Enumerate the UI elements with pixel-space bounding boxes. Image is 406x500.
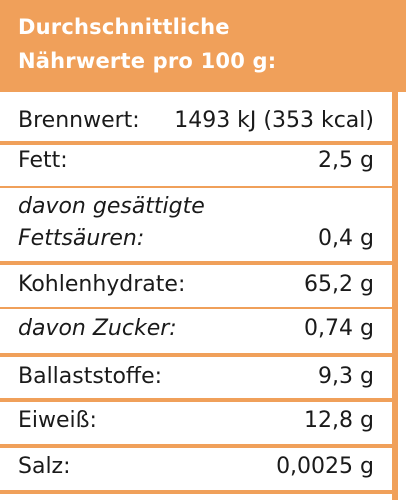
table-row-fettsaeuren: Fettsäuren: 0,4 g: [0, 226, 392, 258]
row-label: Kohlenhydrate:: [18, 272, 186, 297]
divider: [0, 261, 392, 265]
row-value: 1493 kJ (353 kcal): [174, 108, 374, 133]
row-value: 9,3 g: [318, 364, 374, 389]
divider: [0, 186, 392, 188]
divider: [0, 444, 392, 448]
table-row-salz: Salz: 0,0025 g: [0, 454, 392, 486]
divider: [0, 353, 392, 357]
row-value: 65,2 g: [304, 272, 374, 297]
row-label-line-2: Fettsäuren:: [18, 226, 145, 251]
table-row-kohlenhydrate: Kohlenhydrate: 65,2 g: [0, 272, 392, 304]
nutrition-header: Durchschnittliche Nährwerte pro 100 g:: [0, 0, 406, 92]
header-line-2: Nährwerte pro 100 g:: [18, 49, 277, 73]
row-label: Ballaststoffe:: [18, 364, 163, 389]
row-label: Eiweiß:: [18, 408, 97, 433]
table-row-ballaststoffe: Ballaststoffe: 9,3 g: [0, 364, 392, 396]
row-value: 12,8 g: [304, 408, 374, 433]
row-label: Brennwert:: [18, 108, 140, 133]
row-value: 2,5 g: [318, 148, 374, 173]
header-line-1: Durchschnittliche: [18, 15, 230, 39]
row-label: davon Zucker:: [18, 316, 177, 341]
row-label-line-1: davon gesättigte: [18, 194, 205, 219]
divider: [0, 141, 392, 145]
table-row-gesaettigte: davon gesättigte: [0, 194, 392, 226]
table-row-zucker: davon Zucker: 0,74 g: [0, 316, 392, 348]
table-row-brennwert: Brennwert: 1493 kJ (353 kcal): [0, 108, 392, 140]
row-value: 0,4 g: [318, 226, 374, 251]
divider: [0, 398, 392, 402]
divider: [0, 490, 392, 494]
row-value: 0,74 g: [304, 316, 374, 341]
table-row-fett: Fett: 2,5 g: [0, 148, 392, 180]
divider: [0, 307, 392, 309]
row-label: Salz:: [18, 454, 71, 479]
nutrition-table: [0, 92, 398, 500]
table-row-eiweiss: Eiweiß: 12,8 g: [0, 408, 392, 440]
row-value: 0,0025 g: [276, 454, 374, 479]
row-label: Fett:: [18, 148, 68, 173]
